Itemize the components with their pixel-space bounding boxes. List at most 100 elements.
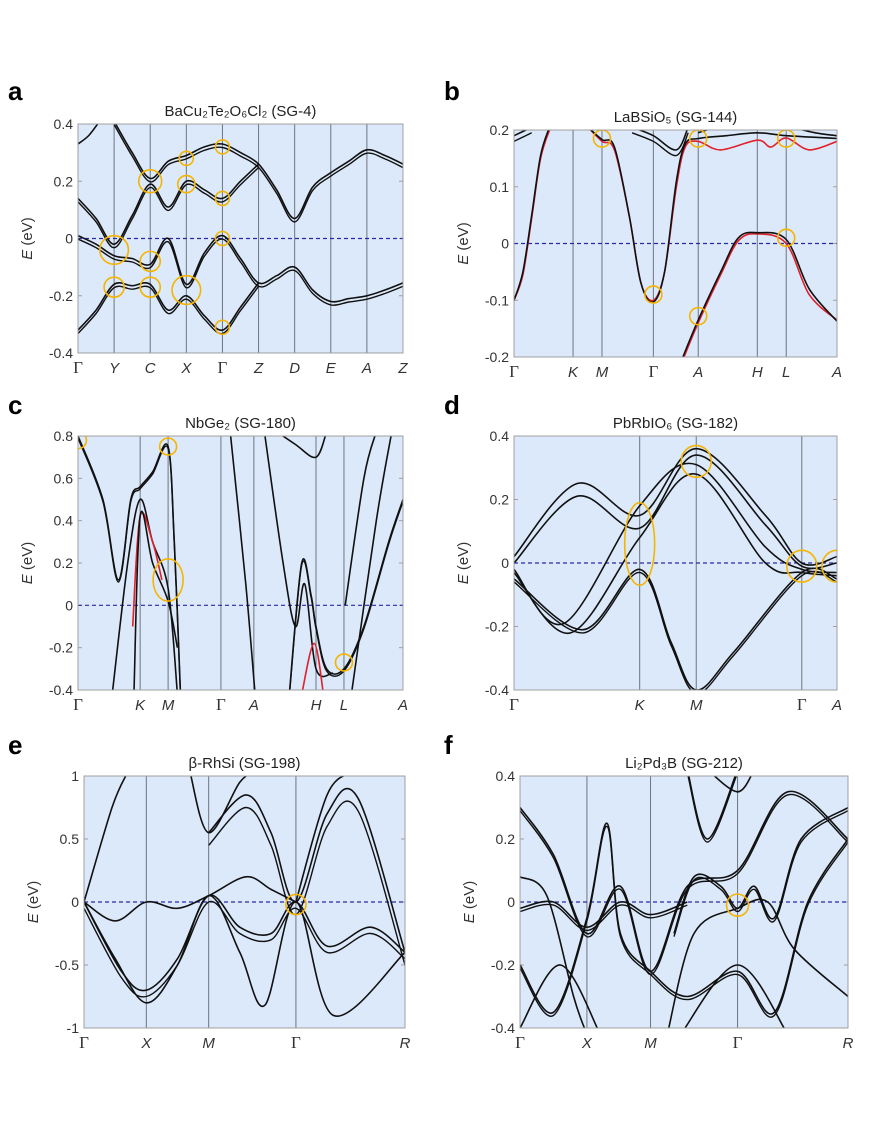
degeneracy-highlight-circle (214, 230, 231, 247)
y-tick-label: 0.8 (54, 428, 74, 444)
k-tick-label: Z (253, 360, 264, 377)
band-line (78, 234, 403, 303)
panel-f: f Li₂Pd₃B (SG-212) Γ X M Γ R -0.4 -0.2 0 0.2 0.4 E (… (444, 730, 854, 1052)
band-line (799, 130, 837, 137)
band-line-split (631, 132, 689, 157)
y-tick-label: 0.2 (54, 173, 74, 189)
y-tick-label: 0.4 (54, 513, 74, 529)
degeneracy-highlight-circle (786, 549, 818, 583)
band-line-split (78, 166, 260, 249)
k-tick-label: L (340, 697, 348, 714)
band-line (520, 876, 586, 1028)
k-tick-label: A (692, 364, 703, 381)
y-axis-label-unit: (eV) (25, 881, 42, 909)
degeneracy-highlight-circle (176, 174, 196, 194)
band-line (295, 776, 346, 903)
degeneracy-highlight-circle (98, 234, 130, 266)
k-tick-label: Γ (797, 695, 807, 714)
k-tick-label: R (843, 1035, 854, 1052)
y-tick-label: 0.2 (54, 555, 74, 571)
panel-letter: c (8, 390, 22, 420)
panel-letter: d (444, 390, 460, 420)
bands (78, 436, 403, 690)
bands (514, 130, 837, 357)
k-tick-label: H (752, 364, 763, 381)
y-tick-label: 1 (71, 768, 79, 784)
bands (78, 124, 403, 336)
y-axis-label-unit: (eV) (19, 217, 36, 245)
band-line-split (289, 501, 403, 690)
band-line (589, 130, 837, 304)
y-tick-label: -0.4 (49, 682, 73, 698)
degeneracy-highlight-circle (688, 306, 708, 326)
k-tick-label: R (400, 1035, 411, 1052)
y-axis-label-symbol: E (455, 570, 472, 584)
degeneracy-highlight-circle (334, 653, 354, 672)
y-tick-label: 0.5 (60, 831, 80, 847)
k-tick-label: M (202, 1035, 215, 1052)
k-tick-label: X (180, 360, 192, 377)
k-tick-label: D (289, 360, 300, 377)
band-line-split (520, 903, 688, 932)
band-line-split (514, 570, 837, 690)
k-tick-label: K (135, 697, 146, 714)
k-tick-label: A (831, 697, 842, 714)
bands (84, 776, 405, 1017)
y-axis-label-unit: (eV) (455, 542, 472, 570)
band-line (84, 875, 297, 922)
k-tick-label: Y (109, 360, 120, 377)
band-line (520, 822, 848, 1015)
degeneracy-highlight-circle (139, 250, 162, 273)
band-line (281, 436, 327, 459)
y-tick-label: -0.5 (55, 957, 79, 973)
y-tick-label: 0.1 (490, 179, 510, 195)
degeneracy-highlight-circle (821, 549, 837, 583)
chart-title: BaCu₂Te₂O₆Cl₂ (SG-4) (165, 103, 317, 120)
y-axis-label-symbol: E (25, 909, 42, 923)
bands (520, 776, 848, 1028)
chart-title: β-RhSi (SG-198) (189, 755, 301, 772)
k-tick-label: Γ (73, 358, 83, 377)
panel-e: e β-RhSi (SG-198) Γ X M Γ R -1 -0.5 0 0.5 1 E (eV) (8, 730, 411, 1052)
y-tick-label: -0.4 (491, 1020, 515, 1036)
k-tick-label: Γ (509, 695, 519, 714)
panel-a: a BaCu₂Te₂O₆Cl₂ (SG-4) Γ Y C X Γ Z D E A Z -0.4 -0.2 0… (8, 76, 408, 377)
y-tick-label: 0.6 (54, 470, 74, 486)
y-tick-label: -1 (67, 1020, 80, 1036)
y-tick-label: 0 (65, 597, 73, 613)
degeneracy-highlight-circle (214, 139, 231, 155)
band-line (133, 510, 179, 690)
k-tick-label: L (782, 364, 790, 381)
k-tick-label: X (140, 1035, 152, 1052)
y-axis-label: E (eV) (19, 542, 36, 585)
k-tick-label: X (581, 1035, 593, 1052)
band-line-split (208, 800, 405, 966)
degeneracy-highlight-circle (592, 130, 612, 148)
degeneracy-highlight-circle (78, 436, 88, 450)
plot-frame (77, 435, 404, 691)
band-line (520, 964, 599, 1028)
chart-title: LaBSiO₅ (SG-144) (614, 109, 738, 126)
k-tick-label: Γ (79, 1033, 89, 1052)
k-tick-label: Γ (291, 1033, 301, 1052)
panel-letter: b (444, 76, 460, 106)
k-tick-label: Γ (218, 358, 228, 377)
band-line-split (514, 132, 533, 143)
band-line (514, 130, 528, 137)
k-tick-label: C (145, 360, 156, 377)
y-tick-label: 0.2 (490, 492, 510, 508)
y-axis-label-unit: (eV) (19, 542, 36, 570)
k-tick-label: M (596, 364, 609, 381)
degeneracy-highlight-circle (776, 228, 796, 248)
band-line (84, 894, 405, 1017)
y-axis-label-unit: (eV) (455, 222, 472, 250)
band-line (229, 436, 256, 690)
y-tick-label: 0 (501, 236, 509, 252)
band-line (351, 436, 392, 690)
band-line-split (78, 437, 181, 690)
degeneracy-highlight-circle (725, 893, 750, 917)
degeneracy-highlight-circle (152, 557, 184, 602)
band-line-split (687, 776, 738, 843)
degeneracy-highlight-circle (103, 276, 125, 298)
